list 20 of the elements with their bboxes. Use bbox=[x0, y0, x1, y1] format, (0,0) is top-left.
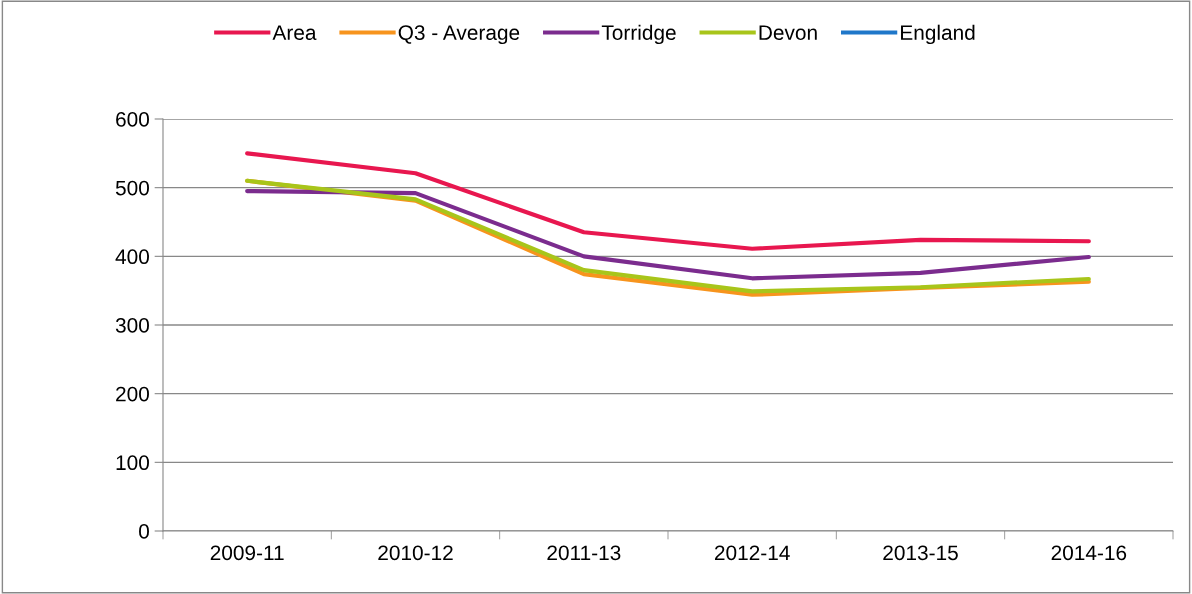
x-tick-label: 2014-16 bbox=[1051, 545, 1127, 561]
legend-label: England bbox=[901, 24, 975, 45]
legend-label: Area bbox=[272, 25, 317, 40]
x-tick-label: 2012-14 bbox=[714, 545, 790, 561]
line-series bbox=[245, 189, 1091, 281]
y-tick-label: 600 bbox=[116, 112, 149, 127]
y-tick-label: 500 bbox=[115, 180, 149, 196]
x-tick-label: 2009-11 bbox=[210, 545, 284, 561]
legend-label: Torridge bbox=[601, 24, 676, 45]
y-tick-label: 200 bbox=[116, 386, 149, 402]
x-tick-label: 2013-15 bbox=[883, 545, 958, 561]
x-tick-label: 2010-12 bbox=[378, 545, 453, 561]
x-tick-label: 2011-13 bbox=[547, 545, 621, 561]
legend-label: Devon bbox=[759, 25, 817, 40]
y-tick-label: 100 bbox=[116, 455, 149, 471]
y-tick-label: 300 bbox=[115, 318, 149, 333]
y-tick-label: 400 bbox=[115, 249, 149, 265]
line-series bbox=[245, 151, 1091, 251]
y-tick-label: 0 bbox=[139, 524, 149, 539]
legend-label: Q3 - Average bbox=[398, 25, 520, 45]
